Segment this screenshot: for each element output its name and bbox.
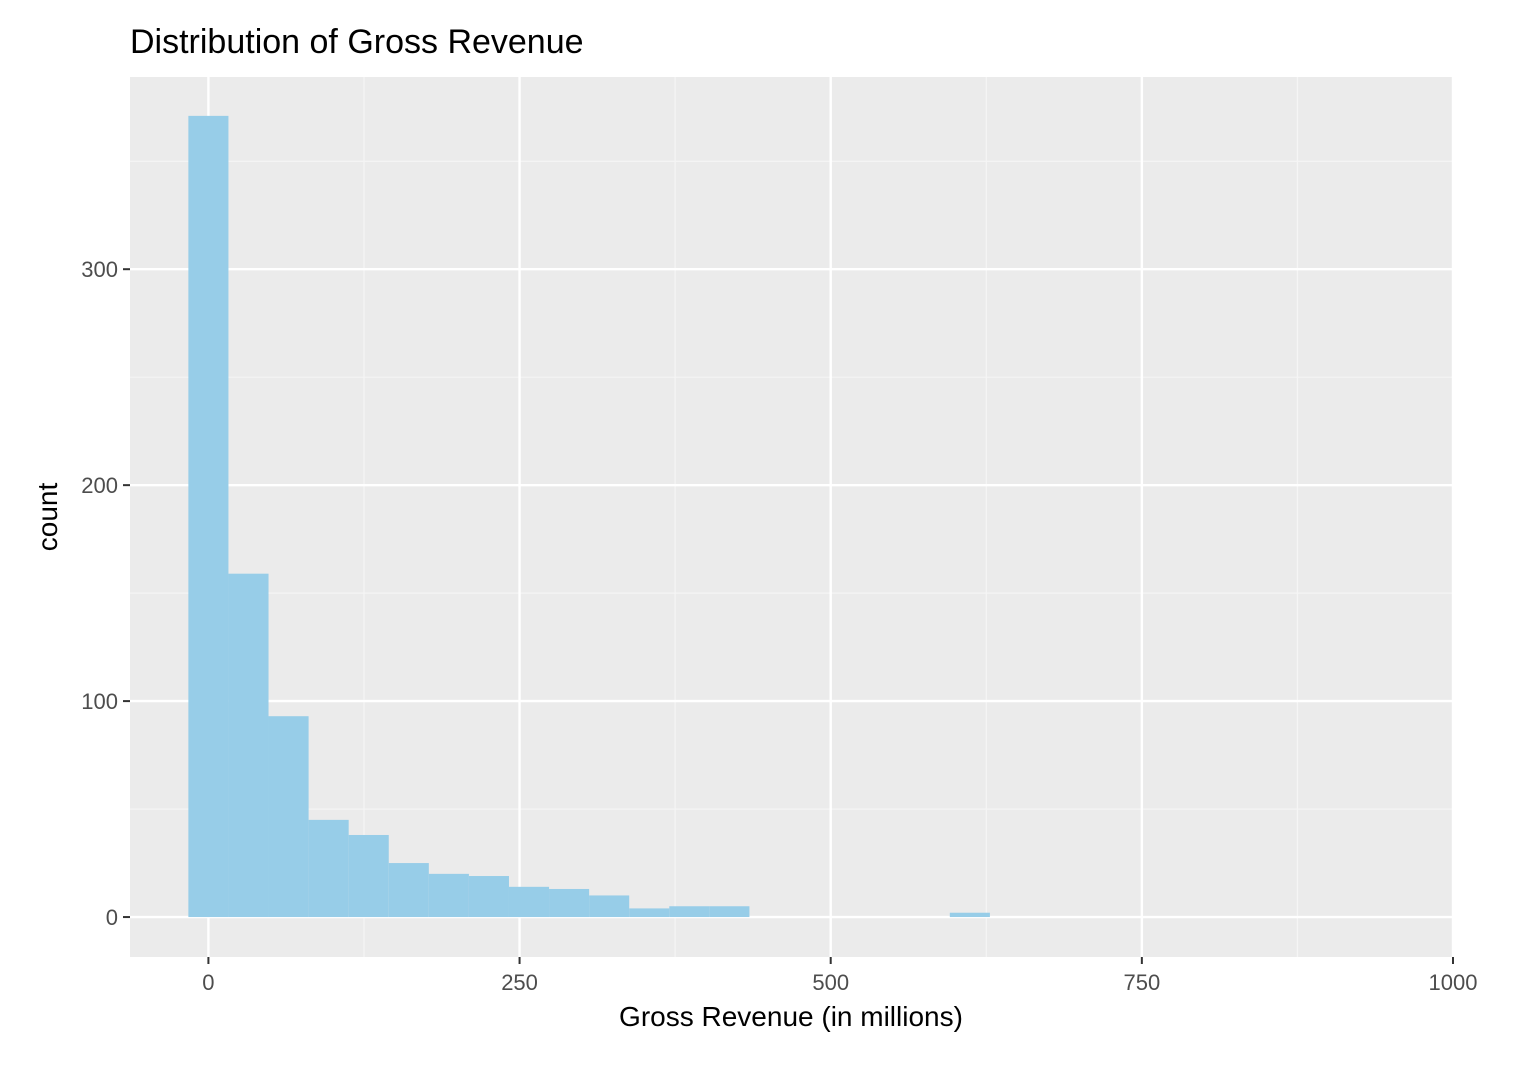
x-axis: 0 250 500 750 1000 <box>202 957 1477 995</box>
histogram-bar <box>629 908 670 918</box>
histogram-bar <box>268 716 309 918</box>
histogram-bar <box>949 912 990 918</box>
y-tick-label: 100 <box>81 689 118 714</box>
plot-panel <box>130 77 1453 957</box>
y-axis: 0 100 200 300 <box>81 257 130 930</box>
x-axis-title: Gross Revenue (in millions) <box>619 1001 963 1032</box>
histogram-bar <box>669 906 710 918</box>
histogram-bar <box>549 888 590 918</box>
y-tick-label: 200 <box>81 473 118 498</box>
histogram-bar <box>508 886 550 918</box>
x-tick-label: 0 <box>202 970 214 995</box>
y-tick-label: 0 <box>106 905 118 930</box>
histogram-bar <box>388 863 429 918</box>
x-tick-label: 250 <box>501 970 538 995</box>
histogram-bar <box>348 834 389 918</box>
histogram-bar <box>308 819 349 918</box>
y-axis-title: count <box>32 483 63 552</box>
histogram-bar <box>428 873 469 918</box>
x-tick-label: 750 <box>1123 970 1160 995</box>
histogram-bar <box>228 573 269 918</box>
x-tick-label: 1000 <box>1429 970 1478 995</box>
y-tick-label: 300 <box>81 257 118 282</box>
histogram-bar <box>709 906 750 918</box>
histogram-bar <box>188 115 229 918</box>
x-tick-label: 500 <box>812 970 849 995</box>
histogram-bars <box>188 115 990 918</box>
chart-title: Distribution of Gross Revenue <box>130 23 584 61</box>
histogram-bar <box>468 876 509 918</box>
histogram-bar <box>589 895 630 918</box>
